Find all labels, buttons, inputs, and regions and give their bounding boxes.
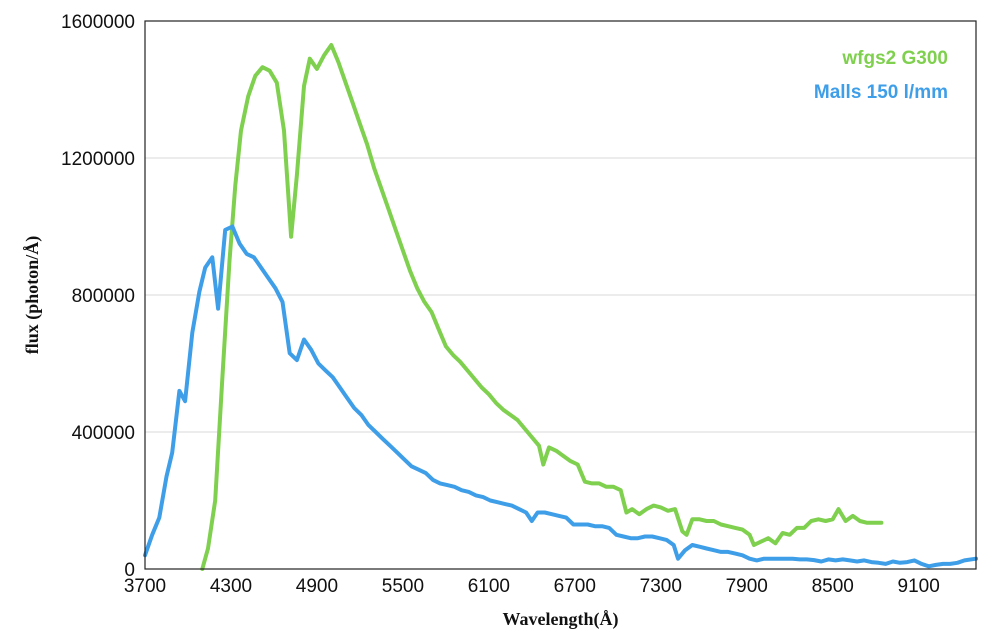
x-tick-label: 7900: [726, 576, 768, 597]
y-tick-label: 1200000: [61, 149, 135, 170]
plot-frame: [144, 20, 977, 570]
grid-lines: [145, 157, 976, 433]
x-tick-label: 5500: [382, 576, 424, 597]
x-tick-label: 4900: [296, 576, 338, 597]
legend-entry-2: Malls 150 l/mm: [814, 82, 948, 103]
x-tick-label: 9100: [898, 576, 940, 597]
legend: wfgs2 G300 Malls 150 l/mm: [814, 48, 948, 103]
x-tick-label: 7300: [640, 576, 682, 597]
x-tick-labels: 3700 4300 4900 5500 6100 6700 7300 7900 8500 9100: [124, 576, 940, 597]
x-tick-label: 4300: [210, 576, 252, 597]
series-line-1: [200, 43, 884, 571]
x-tick-label: 6700: [554, 576, 596, 597]
x-tick-label: 6100: [468, 576, 510, 597]
y-tick-labels: 0 400000 800000 1200000 1600000: [61, 12, 135, 581]
x-axis-title: Wavelength(Å): [503, 609, 619, 630]
x-tick-label: 3700: [124, 576, 166, 597]
series-lines: [143, 43, 978, 571]
legend-entry-1: wfgs2 G300: [841, 48, 948, 69]
series-line-2: [143, 224, 978, 569]
x-tick-label: 8500: [812, 576, 854, 597]
y-tick-label: 1600000: [61, 12, 135, 33]
y-tick-label: 400000: [72, 423, 135, 444]
y-axis-title: flux (photon/Å): [22, 236, 43, 355]
y-tick-label: 800000: [72, 286, 135, 307]
y-tick-label: 0: [124, 560, 135, 581]
